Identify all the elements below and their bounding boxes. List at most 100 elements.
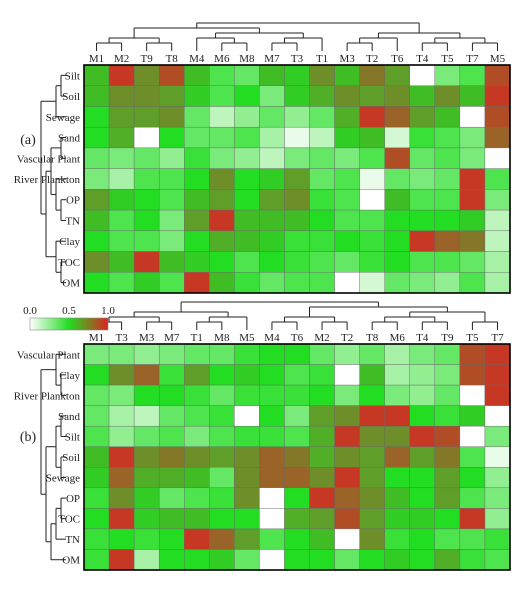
- heatmap-cell: [184, 343, 210, 365]
- heatmap-cell: [234, 425, 260, 447]
- heatmap-cell: [209, 487, 235, 509]
- heatmap-cell: [409, 364, 436, 386]
- heatmap-cell: [234, 508, 260, 530]
- heatmap-cell: [133, 343, 160, 365]
- heatmap-cell: [284, 508, 310, 530]
- column-label: T7: [491, 332, 504, 344]
- heatmap-cell: [234, 126, 260, 149]
- heatmap-cell: [108, 425, 135, 447]
- heatmap-cell: [309, 446, 335, 468]
- heatmap-cell: [209, 251, 235, 273]
- heatmap-cell: [83, 487, 110, 509]
- heatmap-cell: [133, 446, 160, 468]
- heatmap-cell: [184, 425, 210, 447]
- heatmap-cell: [459, 189, 486, 211]
- heatmap-cell: [209, 272, 235, 294]
- heatmap-cell: [158, 147, 185, 169]
- heatmap-cell: [409, 508, 436, 530]
- heatmap-cell: [158, 230, 185, 252]
- heatmap-cell: [108, 251, 135, 273]
- column-label: T3: [291, 53, 304, 65]
- heatmap-cell: [108, 209, 135, 232]
- heatmap-cell: [133, 64, 160, 86]
- column-label: M6: [390, 332, 406, 344]
- heatmap-cell: [409, 425, 436, 447]
- heatmap-cell: [284, 106, 310, 128]
- heatmap-cell: [83, 189, 110, 211]
- heatmap-cell: [384, 528, 410, 550]
- heatmap-cell: [158, 549, 185, 571]
- row-label: TN: [65, 534, 80, 546]
- heatmap-cell: [184, 364, 210, 386]
- heatmap-cell: [284, 425, 310, 447]
- heatmap-cell: [334, 467, 360, 489]
- heatmap-cell: [133, 230, 160, 252]
- heatmap-cell: [259, 147, 285, 169]
- heatmap-cell: [434, 487, 461, 509]
- heatmap-cell: [284, 446, 310, 468]
- heatmap-cell: [259, 467, 285, 489]
- heatmap-cell: [384, 251, 410, 273]
- heatmap-cell: [234, 272, 260, 294]
- column-label: T8: [166, 53, 179, 65]
- heatmap-cell: [184, 189, 210, 211]
- heatmap-cell: [434, 209, 461, 232]
- heatmap-cell: [209, 467, 235, 489]
- heatmap-cell: [384, 272, 410, 294]
- heatmap-cell: [234, 549, 260, 571]
- heatmap-cell: [259, 209, 285, 232]
- heatmap-cell: [459, 106, 486, 128]
- heatmap-cell: [133, 147, 160, 169]
- column-label: M6: [214, 53, 230, 65]
- heatmap-cell: [484, 272, 511, 294]
- heatmap-cell: [459, 487, 486, 509]
- heatmap-cell: [434, 343, 461, 365]
- heatmap-cell: [484, 168, 511, 190]
- heatmap-cell: [434, 508, 461, 530]
- heatmap-cell: [359, 209, 385, 232]
- heatmap-cell: [284, 189, 310, 211]
- heatmap-cell: [158, 272, 185, 294]
- color-legend: 0.0 0.5 1.0: [23, 305, 115, 331]
- heatmap-cell: [108, 147, 135, 169]
- heatmap-cell: [484, 364, 511, 386]
- heatmap-cell: [484, 189, 511, 211]
- heatmap-cell: [359, 405, 385, 427]
- heatmap-cell: [359, 425, 385, 447]
- heatmap-panel: M1 M2 T9 T8 M4 M6 M8 M7 T3 T1 M3 T2 T6 T4 T5 T7 M5 Silt So…: [14, 22, 511, 294]
- heatmap-cell: [409, 230, 436, 252]
- heatmap-cell: [209, 528, 235, 550]
- heatmap-cell: [184, 147, 210, 169]
- heatmap-cell: [484, 446, 511, 468]
- heatmap-cell: [334, 85, 360, 107]
- heatmap-cell: [133, 85, 160, 107]
- heatmap-cell: [309, 487, 335, 509]
- heatmap-cell: [484, 251, 511, 273]
- heatmap-cell: [434, 528, 461, 550]
- heatmap-cell: [359, 126, 385, 149]
- heatmap-cell: [384, 106, 410, 128]
- heatmap-cell: [409, 384, 436, 406]
- column-label: M3: [139, 332, 155, 344]
- heatmap-cell: [409, 405, 436, 427]
- heatmap-cell: [259, 364, 285, 386]
- heatmap-cell: [359, 508, 385, 530]
- heatmap-cell: [459, 384, 486, 406]
- heatmap-cell: [459, 209, 486, 232]
- heatmap-cell: [359, 343, 385, 365]
- heatmap-cell: [234, 85, 260, 107]
- heatmap-cell: [133, 126, 160, 149]
- heatmap-cell: [334, 549, 360, 571]
- heatmap-cell: [83, 549, 110, 571]
- heatmap-cell: [459, 343, 486, 365]
- heatmap-cell: [83, 528, 110, 550]
- heatmap-cell: [158, 64, 185, 86]
- heatmap-cell: [459, 251, 486, 273]
- heatmap-cell: [108, 343, 135, 365]
- heatmap-cell: [334, 272, 360, 294]
- heatmap-cell: [484, 467, 511, 489]
- heatmap-cell: [184, 549, 210, 571]
- heatmap-cell: [184, 508, 210, 530]
- panel-label: (b): [20, 430, 37, 445]
- heatmap-cell: [133, 168, 160, 190]
